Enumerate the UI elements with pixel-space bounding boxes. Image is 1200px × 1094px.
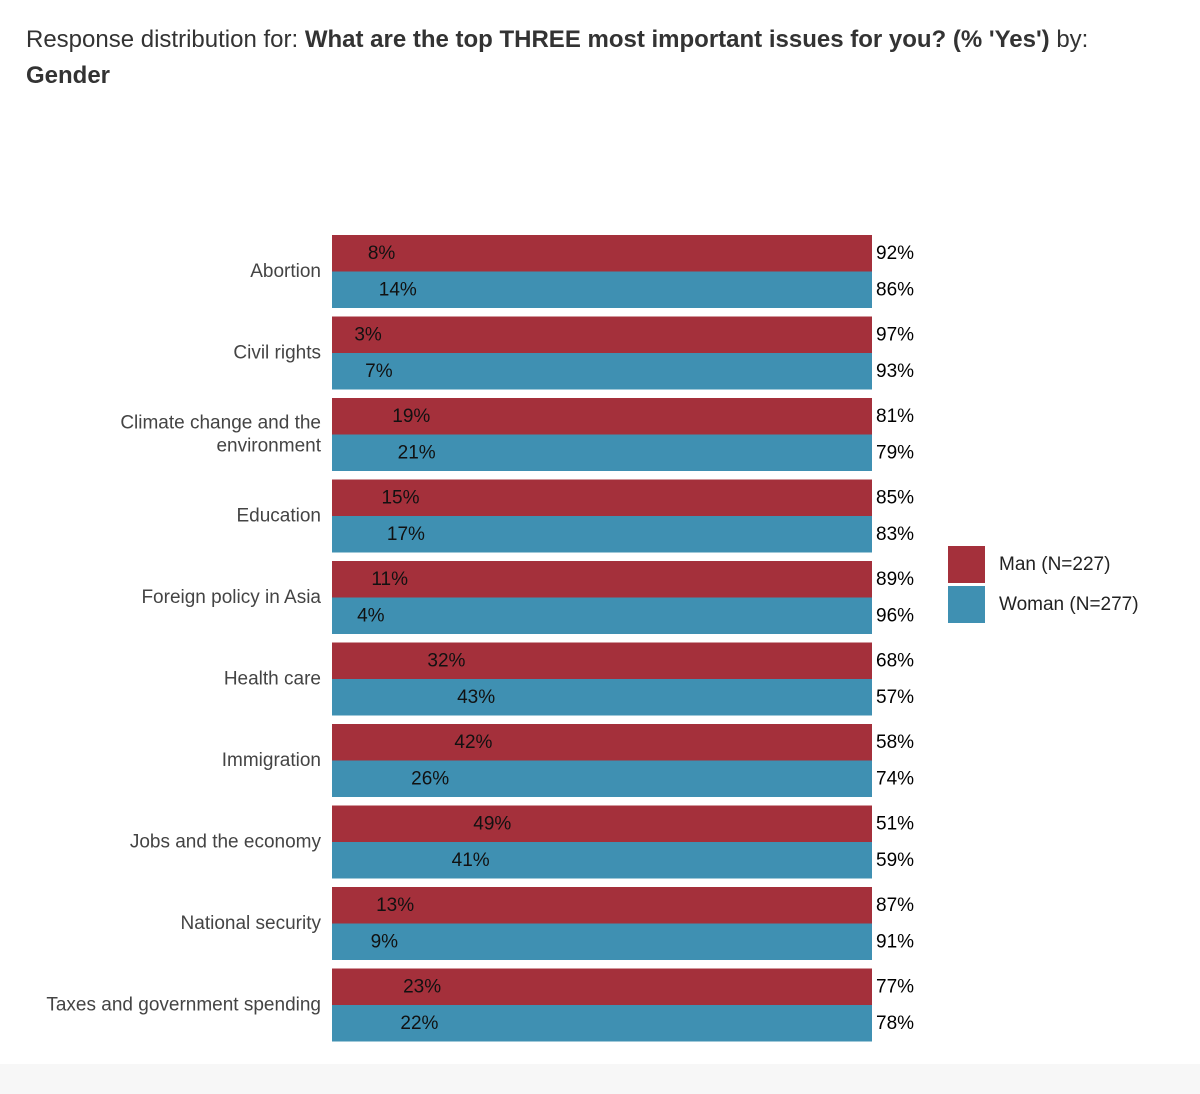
bar-man <box>332 479 872 516</box>
bar-no-label: 89% <box>876 569 914 590</box>
bar-man <box>332 887 872 924</box>
bar-no-label: 68% <box>876 650 914 671</box>
bar-yes-label: 14% <box>379 279 417 300</box>
bar-woman <box>332 597 872 634</box>
bar-woman <box>332 679 872 716</box>
bar-no-label: 57% <box>876 687 914 708</box>
bar-yes-label: 22% <box>400 1013 438 1034</box>
bar-yes-label: 19% <box>392 406 430 427</box>
legend-label-man: Man (N=227) <box>999 554 1110 575</box>
bar-no-label: 92% <box>876 243 914 264</box>
category-label: Health care <box>224 669 321 690</box>
bar-man <box>332 561 872 598</box>
bar-woman <box>332 353 872 390</box>
bar-woman <box>332 842 872 879</box>
bar-no-label: 58% <box>876 732 914 753</box>
title-by: by: <box>1049 26 1089 53</box>
legend-swatch-woman <box>948 586 985 623</box>
bar-woman <box>332 434 872 471</box>
bar-yes-label: 8% <box>368 243 396 264</box>
bar-yes-label: 3% <box>354 324 382 345</box>
category-label: Civil rights <box>233 343 321 364</box>
bar-yes-label: 17% <box>387 524 425 545</box>
category-label: Foreign policy in Asia <box>141 587 321 608</box>
bar-no-label: 85% <box>876 487 914 508</box>
bar-no-label: 78% <box>876 1013 914 1034</box>
category-label: Education <box>236 506 321 527</box>
bar-yes-label: 26% <box>411 768 449 789</box>
category-label: Jobs and the economy <box>130 832 322 853</box>
bar-man <box>332 398 872 435</box>
bar-no-label: 86% <box>876 279 914 300</box>
bar-yes-label: 7% <box>365 361 393 382</box>
bar-no-label: 96% <box>876 605 914 626</box>
bar-no-label: 97% <box>876 324 914 345</box>
title-prefix: Response distribution for: <box>26 26 305 53</box>
category-label: Abortion <box>250 261 321 282</box>
legend-label-woman: Woman (N=277) <box>999 594 1139 615</box>
bar-man <box>332 805 872 842</box>
bar-yes-label: 13% <box>376 895 414 916</box>
bar-no-label: 93% <box>876 361 914 382</box>
bar-no-label: 91% <box>876 931 914 952</box>
bar-no-label: 81% <box>876 406 914 427</box>
bar-yes-label: 11% <box>371 569 408 590</box>
bar-woman <box>332 760 872 797</box>
bar-no-label: 77% <box>876 976 914 997</box>
bar-yes-label: 9% <box>371 931 399 952</box>
legend-swatch-man <box>948 546 985 583</box>
bar-yes-label: 43% <box>457 687 495 708</box>
chart-title: Response distribution for: What are the … <box>26 22 1166 94</box>
bar-yes-label: 23% <box>403 976 441 997</box>
bar-no-label: 79% <box>876 442 914 463</box>
category-label: National security <box>181 913 322 934</box>
category-label: Taxes and government spending <box>46 995 321 1016</box>
bar-yes-label: 41% <box>452 850 490 871</box>
bar-yes-label: 42% <box>454 732 492 753</box>
title-question: What are the top THREE most important is… <box>304 26 1050 53</box>
bar-yes-label: 49% <box>473 813 511 834</box>
bar-woman <box>332 923 872 960</box>
bar-yes-label: 4% <box>357 605 385 626</box>
bar-man <box>332 235 872 272</box>
bar-woman <box>332 271 872 308</box>
category-label: Immigration <box>222 750 321 771</box>
footer-band <box>0 1064 1200 1094</box>
bar-no-label: 83% <box>876 524 914 545</box>
bar-no-label: 74% <box>876 768 914 789</box>
bar-woman <box>332 516 872 553</box>
bar-man <box>332 968 872 1005</box>
bar-man <box>332 724 872 761</box>
title-group: Gender <box>26 62 111 89</box>
bar-no-label: 51% <box>876 813 914 834</box>
bar-yes-label: 32% <box>427 650 465 671</box>
bar-woman <box>332 1005 872 1042</box>
bar-man <box>332 316 872 353</box>
bar-man <box>332 642 872 679</box>
bar-yes-label: 15% <box>381 487 419 508</box>
category-label: environment <box>216 436 321 457</box>
bar-no-label: 87% <box>876 895 914 916</box>
bar-yes-label: 21% <box>398 442 436 463</box>
category-label: Climate change and the <box>120 413 321 434</box>
bar-no-label: 59% <box>876 850 914 871</box>
